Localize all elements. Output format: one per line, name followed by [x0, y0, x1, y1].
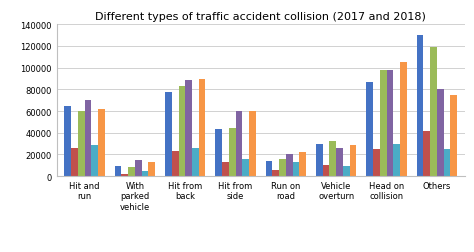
Bar	[316, 144, 323, 176]
Bar	[215, 130, 222, 176]
Bar	[185, 80, 192, 176]
Bar	[393, 144, 400, 176]
Bar	[142, 171, 148, 176]
Bar	[148, 162, 155, 176]
Bar	[286, 155, 292, 176]
Bar	[121, 174, 128, 176]
Title: Different types of traffic accident collision (2017 and 2018): Different types of traffic accident coll…	[95, 12, 426, 22]
Bar	[98, 109, 105, 176]
Bar	[299, 153, 306, 176]
Bar	[386, 71, 393, 176]
Bar	[292, 162, 299, 176]
Bar	[417, 36, 423, 176]
Bar	[229, 129, 236, 176]
Bar	[84, 101, 91, 176]
Bar	[222, 162, 229, 176]
Bar	[71, 148, 78, 176]
Bar	[266, 161, 273, 176]
Bar	[450, 96, 457, 176]
Bar	[423, 131, 430, 176]
Bar	[343, 167, 350, 176]
Bar	[380, 71, 386, 176]
Bar	[199, 79, 205, 176]
Bar	[279, 159, 286, 176]
Bar	[236, 112, 242, 176]
Bar	[373, 149, 380, 176]
Bar	[91, 145, 98, 176]
Bar	[366, 82, 373, 176]
Bar	[135, 160, 142, 176]
Bar	[128, 168, 135, 176]
Bar	[400, 63, 407, 176]
Bar	[350, 145, 356, 176]
Bar	[437, 90, 444, 176]
Bar	[165, 92, 172, 176]
Bar	[179, 87, 185, 176]
Bar	[172, 151, 179, 176]
Bar	[323, 166, 329, 176]
Bar	[444, 149, 450, 176]
Bar	[336, 148, 343, 176]
Bar	[273, 170, 279, 176]
Bar	[192, 148, 199, 176]
Bar	[329, 142, 336, 176]
Bar	[430, 48, 437, 176]
Bar	[115, 167, 121, 176]
Bar	[64, 106, 71, 176]
Bar	[78, 112, 84, 176]
Bar	[249, 112, 255, 176]
Bar	[242, 159, 249, 176]
